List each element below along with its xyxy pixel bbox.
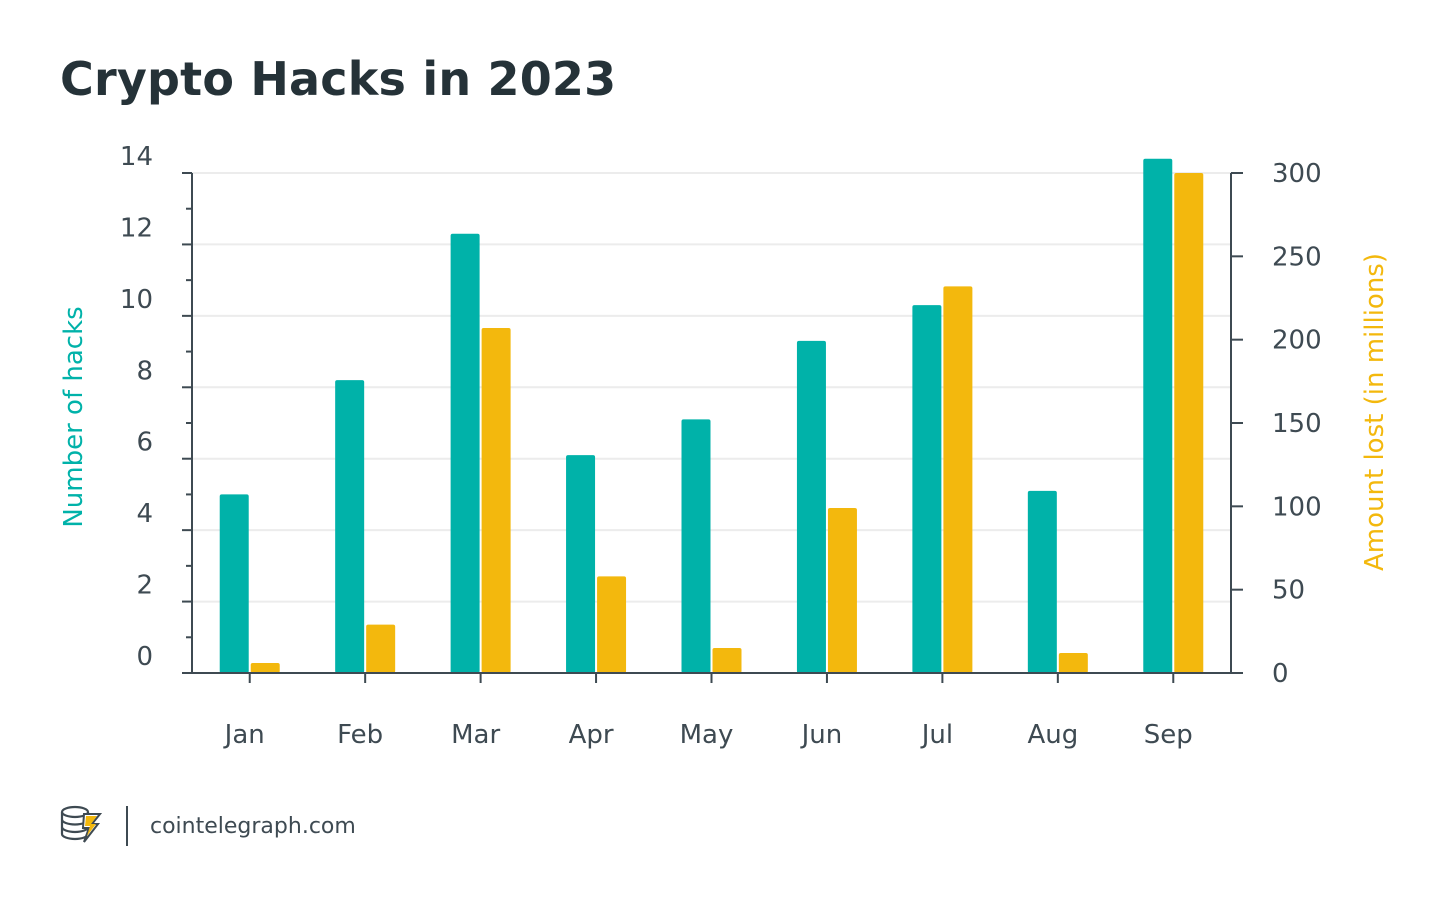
left-tick-label: 2: [136, 571, 153, 601]
amount-bar-jun: [827, 508, 857, 673]
x-tick-label: Jun: [800, 720, 843, 750]
x-tick-label: Feb: [337, 720, 383, 750]
x-tick-label: Mar: [451, 720, 500, 750]
hacks-bar-mar: [450, 233, 480, 673]
right-tick-label: 100: [1272, 492, 1322, 522]
hacks-bar-apr: [566, 455, 596, 673]
gridlines: [192, 172, 1231, 603]
cointelegraph-logo-icon: [58, 802, 104, 851]
left-axis-title: Number of hacks: [59, 306, 89, 527]
left-tick-label: 4: [136, 499, 153, 529]
right-tick-label: 250: [1272, 242, 1322, 272]
amount-bar-may: [712, 648, 742, 673]
amount-bar-mar: [481, 328, 511, 673]
hacks-bar-jun: [796, 340, 826, 673]
hacks-bar-jul: [912, 305, 942, 673]
bars: [219, 158, 1204, 673]
left-tick-label: 8: [136, 356, 153, 386]
amount-bar-sep: [1174, 173, 1204, 673]
x-tick-label: Jul: [920, 720, 953, 750]
footer-divider: [126, 806, 128, 846]
hacks-bar-aug: [1027, 490, 1057, 673]
right-axis-title: Amount lost (in millions): [1360, 253, 1390, 571]
x-tick-label: Apr: [569, 720, 614, 750]
right-tick-label: 200: [1272, 326, 1322, 356]
hacks-bar-sep: [1143, 158, 1173, 673]
right-tick-label: 50: [1272, 576, 1305, 606]
right-tick-label: 150: [1272, 409, 1322, 439]
chart-title: Crypto Hacks in 2023: [60, 52, 617, 106]
axes: Jan Feb Mar Apr May Jun Jul Aug Sep 0 2 4 6 8 10 12 14 0 5…: [120, 142, 1322, 750]
left-tick-label: 12: [120, 213, 153, 243]
hacks-bar-jan: [219, 494, 249, 673]
x-tick-label: Aug: [1027, 720, 1078, 750]
amount-bar-apr: [597, 576, 627, 673]
x-tick-label: Sep: [1144, 720, 1193, 750]
left-tick-label: 10: [120, 285, 153, 315]
hacks-bar-feb: [335, 380, 365, 673]
footer-site-name: cointelegraph.com: [150, 813, 356, 839]
bar-chart: Jan Feb Mar Apr May Jun Jul Aug Sep 0 2 4 6 8 10 12 14 0 5…: [59, 142, 1390, 750]
right-tick-label: 0: [1272, 659, 1289, 689]
amount-bar-aug: [1058, 653, 1088, 673]
amount-bar-jul: [943, 286, 973, 673]
amount-bar-jan: [250, 663, 280, 673]
left-tick-label: 14: [120, 142, 153, 172]
x-tick-label: May: [680, 720, 734, 750]
hacks-bar-may: [681, 419, 711, 673]
left-tick-label: 6: [136, 428, 153, 458]
footer: cointelegraph.com: [58, 804, 356, 848]
left-tick-label: 0: [136, 642, 153, 672]
right-tick-label: 300: [1272, 159, 1322, 189]
amount-bar-feb: [366, 624, 396, 673]
x-tick-label: Jan: [223, 720, 265, 750]
